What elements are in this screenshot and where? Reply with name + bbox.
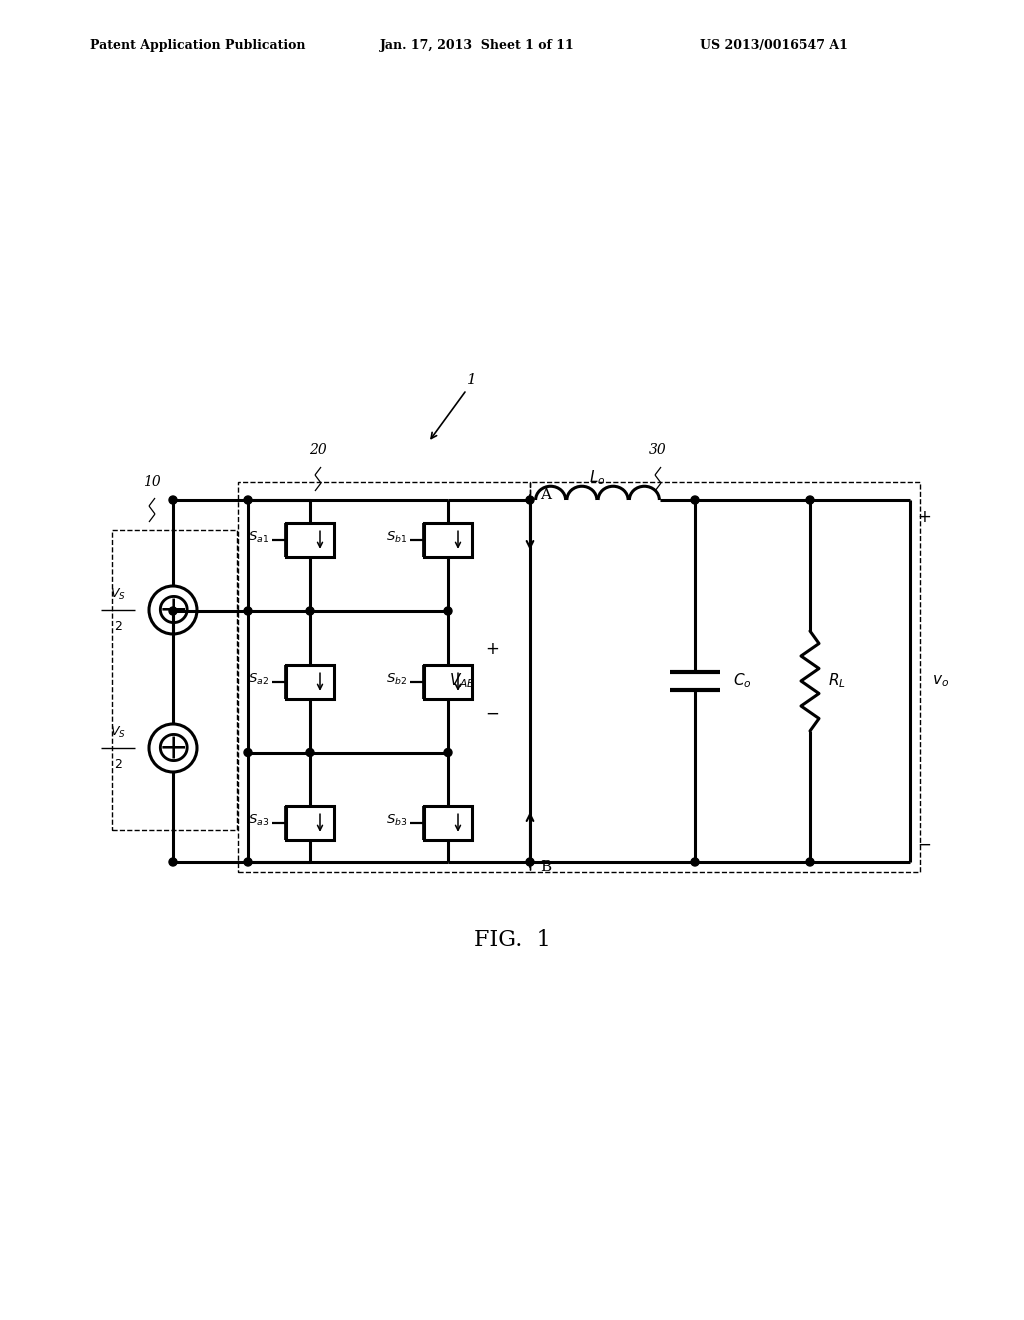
Circle shape [169, 607, 177, 615]
Text: $V_{AB}$: $V_{AB}$ [449, 672, 475, 690]
Circle shape [444, 607, 452, 615]
Text: $2$: $2$ [114, 620, 122, 634]
Circle shape [691, 858, 699, 866]
Bar [424, 807, 472, 840]
Text: $V_S$: $V_S$ [111, 587, 126, 602]
Circle shape [306, 607, 314, 615]
Circle shape [169, 858, 177, 866]
Text: FIG.  1: FIG. 1 [474, 929, 550, 950]
Text: $S_{a1}$: $S_{a1}$ [248, 529, 269, 545]
Text: $\bigoplus$: $\bigoplus$ [157, 731, 189, 764]
Circle shape [169, 496, 177, 504]
Text: 30: 30 [649, 444, 667, 457]
Bar [424, 523, 472, 557]
Circle shape [244, 496, 252, 504]
Circle shape [691, 496, 699, 504]
Text: $S_{b2}$: $S_{b2}$ [386, 672, 407, 686]
Text: $R_L$: $R_L$ [828, 672, 846, 690]
Text: Jan. 17, 2013  Sheet 1 of 11: Jan. 17, 2013 Sheet 1 of 11 [380, 38, 574, 51]
Text: $v_o$: $v_o$ [932, 673, 949, 689]
Text: $S_{b1}$: $S_{b1}$ [386, 529, 407, 545]
Text: 20: 20 [309, 444, 327, 457]
Text: $S_{b3}$: $S_{b3}$ [386, 812, 407, 828]
Text: $V_S$: $V_S$ [111, 725, 126, 741]
Bar [286, 523, 334, 557]
Text: $+$: $+$ [485, 640, 499, 657]
Text: $\bigoplus$: $\bigoplus$ [157, 594, 189, 627]
Circle shape [806, 858, 814, 866]
Bar [530, 482, 920, 873]
Circle shape [244, 858, 252, 866]
Text: B: B [540, 861, 551, 874]
Text: $-$: $-$ [485, 705, 499, 722]
Text: 10: 10 [143, 475, 161, 488]
Bar [424, 665, 472, 700]
Circle shape [444, 748, 452, 756]
Circle shape [244, 748, 252, 756]
Text: 1: 1 [467, 374, 477, 387]
Text: $L_o$: $L_o$ [589, 469, 606, 487]
Text: $C_o$: $C_o$ [733, 672, 752, 690]
Text: A: A [540, 488, 551, 502]
Text: Patent Application Publication: Patent Application Publication [90, 38, 305, 51]
Circle shape [526, 858, 534, 866]
Bar [112, 531, 237, 830]
Bar [238, 482, 530, 873]
Circle shape [526, 496, 534, 504]
Text: $2$: $2$ [114, 758, 122, 771]
Circle shape [244, 607, 252, 615]
Text: $S_{a2}$: $S_{a2}$ [248, 672, 269, 686]
Bar [286, 665, 334, 700]
Text: US 2013/0016547 A1: US 2013/0016547 A1 [700, 38, 848, 51]
Text: $-$: $-$ [916, 836, 931, 853]
Text: $S_{a3}$: $S_{a3}$ [248, 812, 269, 828]
Circle shape [306, 748, 314, 756]
Text: $+$: $+$ [916, 510, 931, 527]
Circle shape [806, 496, 814, 504]
Bar [286, 807, 334, 840]
